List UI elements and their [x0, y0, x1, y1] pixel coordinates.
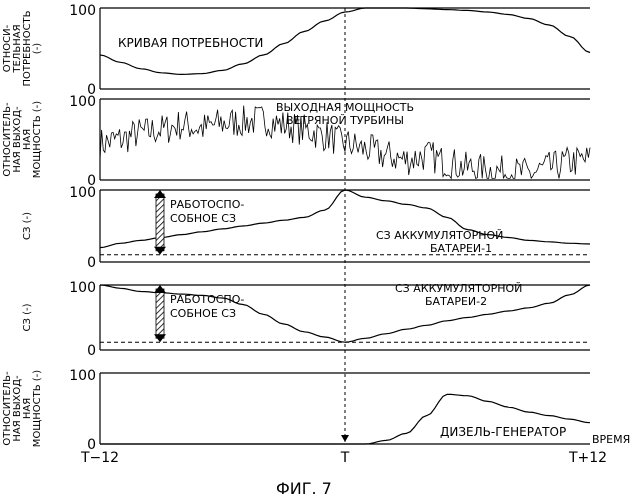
y-tick-label: 100	[69, 280, 96, 296]
x-tick-label: T	[340, 450, 350, 466]
panel-3: 100 0 СЗ (-) РАБОТОСПО-СОБНОЕ СЗ СЗ АККУМУЛЯ…	[22, 185, 590, 271]
usable-soc-label: СОБНОЕ СЗ	[170, 307, 236, 320]
usable-soc-label: РАБОТОСПО-	[170, 293, 244, 306]
y-tick-label: 0	[87, 255, 96, 271]
y-axis-label: МОЩНОСТЬ (-)	[32, 101, 43, 178]
y-tick-label: 100	[69, 368, 96, 384]
series-annotation: СЗ АККУМУЛЯТОРНОЙ	[395, 282, 522, 295]
series-annotation: ВЕТРЯНОЙ ТУРБИНЫ	[286, 114, 404, 127]
y-axis-label: МОЩНОСТЬ (-)	[32, 370, 43, 447]
panel-4: 100 0 СЗ (-) РАБОТОСПО-СОБНОЕ СЗ СЗ АККУМУЛЯ…	[22, 280, 590, 359]
y-tick-label: 0	[87, 343, 96, 359]
series-annotation: ДИЗЕЛЬ-ГЕНЕРАТОР	[440, 425, 566, 439]
x-tick-label: T+12	[568, 450, 607, 466]
usable-soc-label: СОБНОЕ СЗ	[170, 212, 236, 225]
y-tick-label: 100	[69, 185, 96, 201]
series-annotation: БАТАРЕИ-2	[425, 295, 487, 308]
panel-2: 1000ОТНОСИТЕЛЬ-НАЯ ВЫХОД-НАЯМОЩНОСТЬ (-)…	[2, 94, 590, 189]
y-axis-label: (-)	[32, 43, 43, 55]
figure-caption: ФИГ. 7	[276, 479, 332, 498]
usable-soc-range	[156, 194, 164, 251]
usable-soc-label: РАБОТОСПО-	[170, 198, 244, 211]
y-axis-label: СЗ (-)	[22, 303, 33, 331]
panel-1: 1000ОТНОСИ-ТЕЛЬНАЯПОТРЕБНОСТЬ(-)КРИВАЯ П…	[2, 3, 590, 98]
y-tick-label: 100	[69, 3, 96, 19]
y-tick-label: 100	[69, 94, 96, 110]
series-annotation: СЗ АККУМУЛЯТОРНОЙ	[376, 229, 503, 242]
x-axis-label: ВРЕМЯ	[592, 433, 630, 446]
series-annotation: КРИВАЯ ПОТРЕБНОСТИ	[118, 36, 263, 50]
panel-5: 1000ОТНОСИТЕЛЬ-НАЯ ВЫХОД-НАЯМОЩНОСТЬ (-)…	[2, 368, 630, 466]
series-annotation: БАТАРЕИ-1	[430, 242, 492, 255]
usable-soc-range	[156, 289, 164, 338]
y-axis-label: СЗ (-)	[22, 212, 33, 240]
x-tick-label: T−12	[80, 450, 119, 466]
